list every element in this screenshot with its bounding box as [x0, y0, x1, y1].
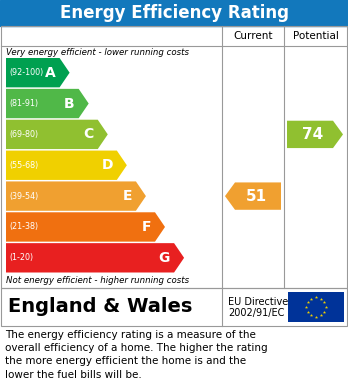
Polygon shape	[225, 183, 281, 210]
Text: Potential: Potential	[293, 31, 339, 41]
Text: B: B	[64, 97, 75, 111]
Text: The energy efficiency rating is a measure of the
overall efficiency of a home. T: The energy efficiency rating is a measur…	[5, 330, 268, 380]
Text: (21-38): (21-38)	[9, 222, 38, 231]
Polygon shape	[287, 121, 343, 148]
Text: Very energy efficient - lower running costs: Very energy efficient - lower running co…	[6, 48, 189, 57]
Text: (55-68): (55-68)	[9, 161, 38, 170]
Text: F: F	[142, 220, 151, 234]
Bar	[0, 0, 348, 26]
Polygon shape	[6, 58, 70, 87]
Text: E: E	[122, 189, 132, 203]
Polygon shape	[6, 120, 108, 149]
Text: (39-54): (39-54)	[9, 192, 38, 201]
Polygon shape	[6, 89, 89, 118]
Text: (92-100): (92-100)	[9, 68, 43, 77]
Text: D: D	[101, 158, 113, 172]
Text: 51: 51	[245, 188, 267, 204]
Polygon shape	[6, 151, 127, 180]
Polygon shape	[6, 243, 184, 273]
Text: (81-91): (81-91)	[9, 99, 38, 108]
Text: (69-80): (69-80)	[9, 130, 38, 139]
Text: England & Wales: England & Wales	[8, 298, 192, 316]
Bar	[288, 292, 344, 322]
Text: C: C	[84, 127, 94, 142]
Bar	[1, 26, 347, 288]
Text: Current: Current	[233, 31, 273, 41]
Text: 2002/91/EC: 2002/91/EC	[228, 308, 284, 318]
Text: (1-20): (1-20)	[9, 253, 33, 262]
Text: EU Directive: EU Directive	[228, 298, 288, 307]
Text: Energy Efficiency Rating: Energy Efficiency Rating	[60, 4, 288, 22]
Text: Not energy efficient - higher running costs: Not energy efficient - higher running co…	[6, 276, 189, 285]
Polygon shape	[6, 181, 146, 211]
Text: 74: 74	[302, 127, 324, 142]
Text: G: G	[159, 251, 170, 265]
Text: A: A	[45, 66, 56, 80]
Bar	[1, 288, 347, 326]
Polygon shape	[6, 212, 165, 242]
